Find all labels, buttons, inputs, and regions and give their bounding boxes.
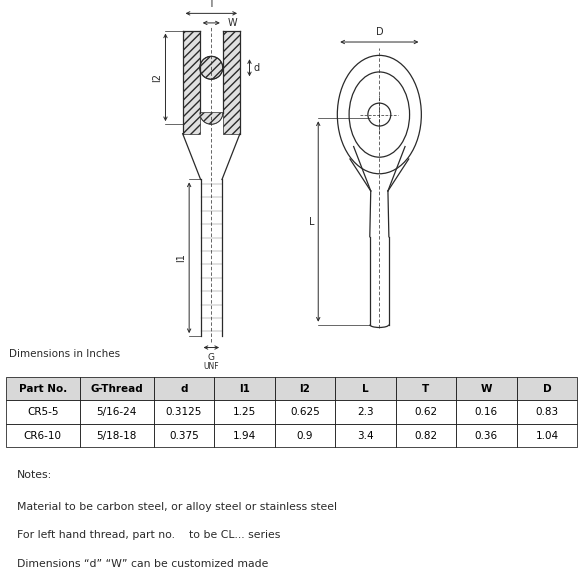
Polygon shape [223,31,240,133]
Text: L: L [309,217,314,226]
Text: l1: l1 [176,253,186,262]
Text: Dimensions in Inches: Dimensions in Inches [9,349,120,359]
Text: D: D [375,27,383,38]
Text: T: T [208,0,214,9]
Text: W: W [227,18,237,28]
Circle shape [200,56,223,79]
Text: d: d [253,63,259,73]
Text: For left hand thread, part no.    to be CL... series: For left hand thread, part no. to be CL.… [17,530,281,540]
Text: UNF: UNF [203,362,219,371]
Text: G: G [208,353,215,363]
Polygon shape [182,31,200,133]
Text: Dimensions “d” “W” can be customized made: Dimensions “d” “W” can be customized mad… [17,559,269,569]
Wedge shape [200,113,223,124]
Text: Material to be carbon steel, or alloy steel or stainless steel: Material to be carbon steel, or alloy st… [17,502,338,512]
Text: Notes:: Notes: [17,470,52,480]
Text: l2: l2 [152,73,163,82]
